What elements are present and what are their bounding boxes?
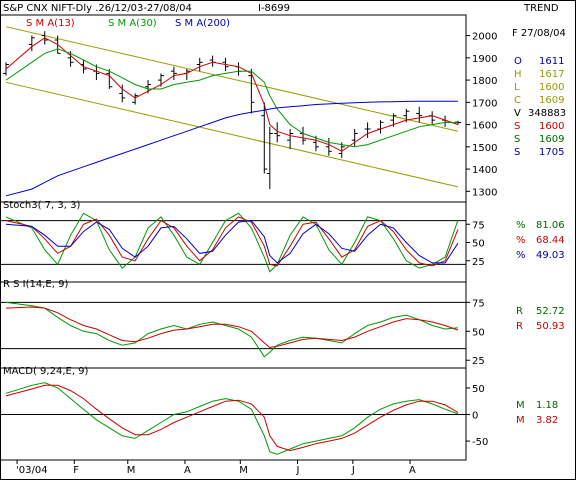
macd-ytick-label: 50 [472,384,485,395]
rsi-ytick-label: 25 [472,356,485,367]
readout-high-label: H [514,69,522,80]
rsi-readout-prefix: R [516,321,523,332]
price-ytick-label: 1900 [472,54,497,65]
rsi-label: R S I(14,E, 9) [3,279,68,290]
rsi-readout-value: 52.72 [536,306,565,317]
readout-volume: 348883 [528,108,566,119]
xaxis-label: J [295,465,299,476]
stochastic-readout-prefix: % [516,235,526,246]
chart-id: I-8699 [258,3,290,14]
readout-open: 1611 [539,56,564,67]
chart-layer: 1300 1400 1500 1600 1700 1800 1900 2000 S M A(13… [0,18,565,476]
macd-readout-prefix: M [516,415,525,426]
readout-sma13: 1600 [539,121,564,132]
xaxis-label: A [409,465,416,476]
readout-open-label: O [514,56,522,67]
price-panel-frame [0,14,467,203]
stochastic-series-k [5,212,459,273]
macd-series-macd [5,382,459,455]
readout-sma13-label: S [514,121,520,132]
readout-volume-label: V [514,108,521,119]
readout-sma30-label: S [514,134,520,145]
price-series-sma13 [5,37,459,152]
price-ytick-label: 1300 [472,187,497,198]
trendline-2 [5,81,459,188]
legend-sma13: S M A(13) [26,18,75,29]
xaxis-label: M [127,465,136,476]
stochastic-ytick-label: 25 [472,257,485,268]
readout-sma200-label: S [514,147,520,158]
macd-series-sig [5,384,459,452]
chart-title: S&P CNX NIFT-Dly .26/12/03-27/08/04 [3,3,192,14]
xaxis-label: F [73,465,79,476]
price-ytick-label: 2000 [472,32,497,43]
readout-sma30: 1609 [539,134,564,145]
macd-label: MACD( 9,24,E, 9) [3,366,89,377]
readout-close-label: C [514,95,521,106]
readout-low-label: L [514,82,520,93]
readout-low: 1600 [539,82,564,93]
stochastic-ytick-label: 75 [472,220,485,231]
readout-sma200: 1705 [539,147,564,158]
stochastic-ytick-label: 50 [472,239,485,250]
readout-high: 1617 [539,69,564,80]
stochastic-label: Stoch3( 7, 3, 3) [3,200,80,211]
macd-ytick-label: -50 [472,437,488,448]
legend-sma200: S M A(200) [175,18,230,29]
price-ytick-label: 1800 [472,76,497,87]
rsi-ytick-label: 50 [472,327,485,338]
readout-date: F 27/08/04 [512,28,566,39]
xaxis-label: '03/04 [16,465,48,476]
stochastic-series-s [5,220,459,264]
stochastic-readout-prefix: % [516,250,526,261]
trend-label: TREND [523,3,559,14]
price-ytick-label: 1600 [472,121,497,132]
rsi-series-sig [5,306,459,349]
stochastic-readout-value: 81.06 [536,220,565,231]
xaxis-label: A [184,465,191,476]
macd-readout-value: 3.82 [536,415,558,426]
price-series-sma200 [5,100,458,197]
xaxis-label: M [239,465,248,476]
rsi-ytick-label: 75 [472,298,485,309]
xaxis-label: J [351,465,355,476]
trendline-1 [5,26,459,132]
stoch-panel-frame [0,201,467,283]
macd-ytick-label: 0 [472,411,478,422]
macd-readout-value: 1.18 [536,400,558,411]
price-ytick-label: 1500 [472,143,497,154]
price-ytick-label: 1700 [472,98,497,109]
rsi-readout-value: 50.93 [536,321,565,332]
stochastic-readout-value: 49.03 [536,250,565,261]
macd-readout-prefix: M [516,400,525,411]
readout-close: 1609 [539,95,564,106]
rsi-readout-prefix: R [516,306,523,317]
stochastic-readout-prefix: % [516,220,526,231]
stochastic-series-d [5,216,459,267]
price-ytick-label: 1400 [472,165,497,176]
price-series-sma30 [5,48,459,148]
legend-sma30: S M A(30) [108,18,157,29]
rsi-panel-frame [0,281,467,369]
stochastic-readout-value: 68.44 [536,235,565,246]
rsi-series-rsi [5,301,459,358]
